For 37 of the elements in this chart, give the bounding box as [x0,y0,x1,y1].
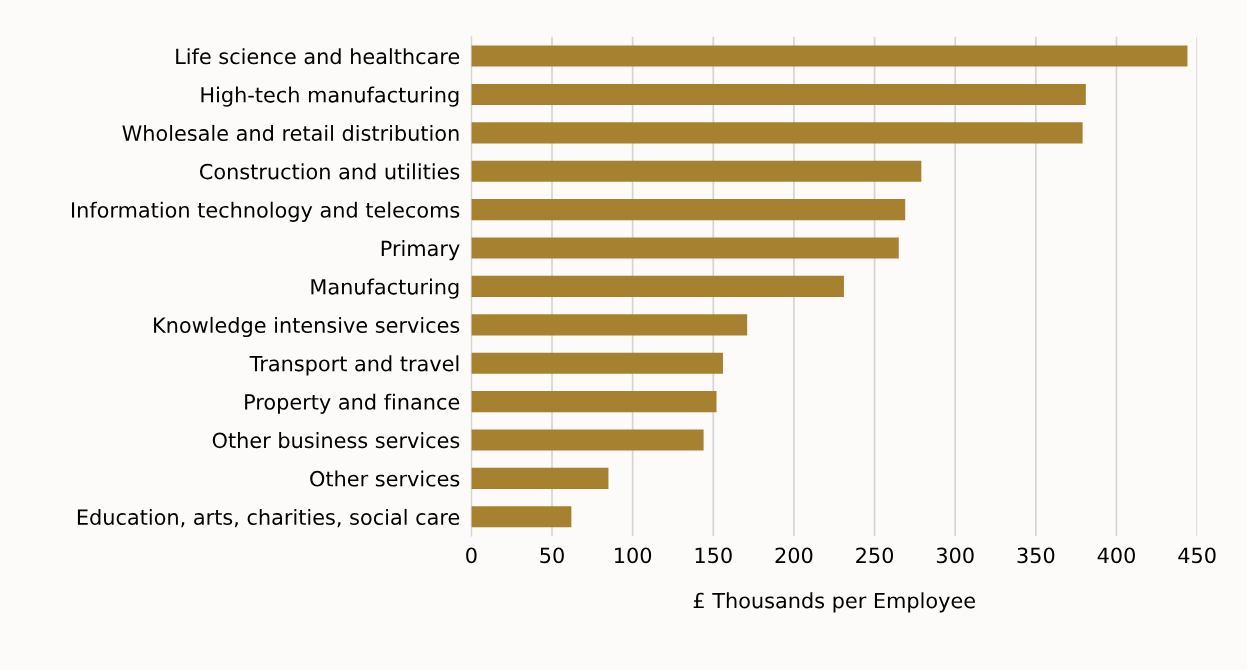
y-tick-label: Knowledge intensive services [154,316,460,338]
y-tick-label: Construction and utilities [199,163,460,180]
x-tick-label: 350 [1017,547,1055,564]
x-tick-label: 250 [856,547,894,564]
y-tick-label: Other business services [212,432,460,449]
bar [471,314,748,336]
bar [471,45,1188,67]
y-tick-label: Transport and travel [249,355,459,376]
y-tick-label: Primary [381,240,460,261]
bar [471,160,922,182]
x-tick-label: 100 [615,547,652,564]
x-tick-label: 300 [936,547,974,564]
y-tick-label: Other services [310,470,460,487]
x-tick-label: 400 [1097,547,1135,564]
bar [471,352,723,374]
y-tick-label: Manufacturing [311,278,459,299]
bar [471,467,609,489]
y-tick-label: Property and finance [245,393,460,414]
bar [471,275,844,297]
bar [471,391,717,413]
y-tick-label: Life science and healthcare [176,48,460,65]
x-tick-label: 150 [695,547,732,564]
bar [471,83,1086,105]
y-tick-label: High-tech manufacturing [201,86,459,107]
y-tick-label: Information technology and telecoms [72,201,460,222]
x-tick-label: 0 [466,547,477,564]
x-tick-label: 450 [1178,547,1216,564]
bar [471,237,899,259]
bar [471,506,572,528]
y-tick-label: Education, arts, charities, social care [77,508,460,528]
y-tick-label: Wholesale and retail distribution [122,124,459,142]
x-axis-title: £ Thousands per Employee [693,592,975,613]
bar [471,122,1083,144]
x-tick-label: 50 [540,547,564,564]
x-tick-label: 200 [775,547,813,564]
bar [471,199,906,221]
bar [471,429,704,451]
